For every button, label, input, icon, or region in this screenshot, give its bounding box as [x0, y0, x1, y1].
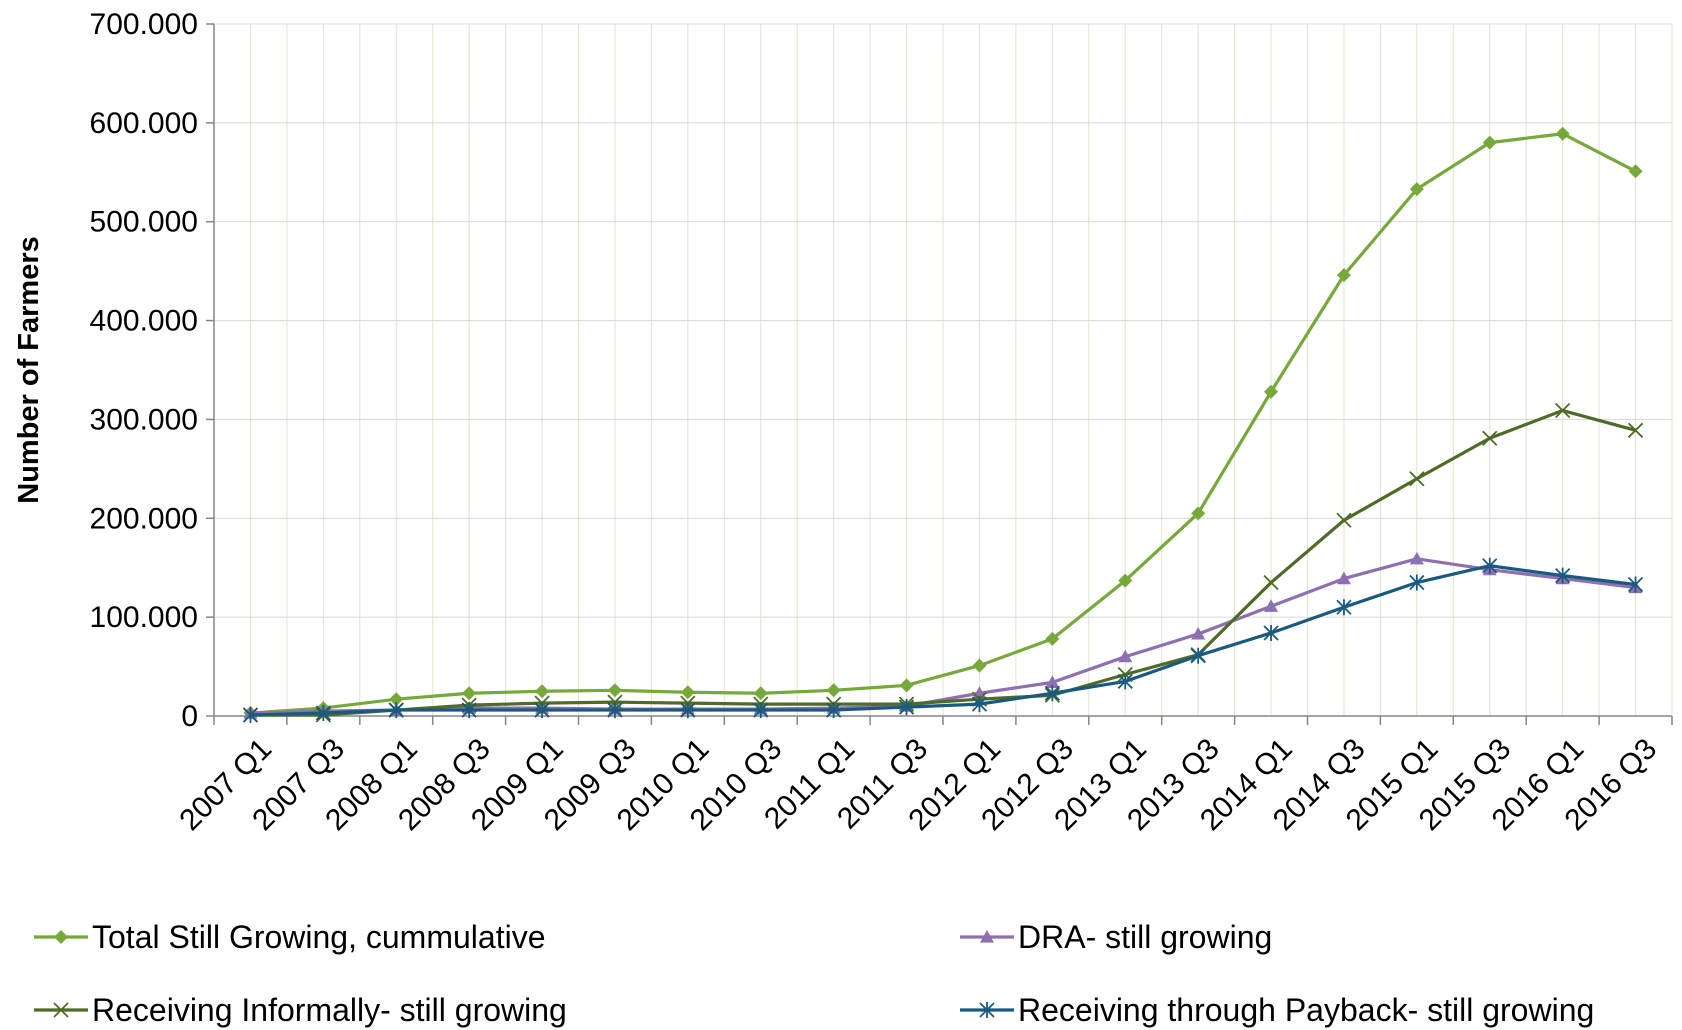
legend-item: Receiving Informally- still growing	[34, 992, 567, 1028]
legend-marker	[980, 930, 994, 943]
legend-marker	[54, 930, 68, 944]
data-point	[1118, 649, 1133, 663]
y-tick-label: 700.000	[90, 8, 198, 41]
legend-item: Total Still Growing, cummulative	[34, 919, 545, 955]
legend-marker	[53, 1002, 69, 1018]
data-point	[1409, 574, 1425, 591]
legend-label: Total Still Growing, cummulative	[92, 919, 545, 955]
series-line	[250, 557, 1636, 715]
legend: Total Still Growing, cummulative DRA- sti…	[34, 919, 1594, 1028]
series-1	[243, 126, 1643, 721]
data-point	[1264, 384, 1279, 399]
data-point	[1045, 675, 1060, 688]
data-point	[826, 683, 841, 698]
data-point	[680, 685, 695, 700]
y-tick-label: 500.000	[90, 206, 198, 239]
data-point	[753, 702, 769, 719]
data-point	[826, 702, 842, 719]
y-axis-title: Number of Farmers	[13, 236, 45, 504]
gridlines	[213, 23, 1673, 717]
data-point	[1191, 626, 1206, 640]
series-lines	[242, 126, 1644, 724]
legend-label: Receiving through Payback- still growing	[1018, 992, 1594, 1028]
data-point	[972, 658, 987, 673]
data-point	[1336, 512, 1352, 528]
data-point	[1409, 182, 1424, 197]
data-point	[1336, 268, 1351, 283]
legend-marker	[979, 1002, 995, 1018]
data-point	[535, 684, 550, 699]
data-point	[389, 692, 404, 707]
data-point	[1263, 574, 1279, 591]
data-point	[1627, 576, 1644, 593]
data-point	[461, 702, 477, 719]
data-point	[1263, 624, 1279, 641]
y-tick-label: 300.000	[90, 403, 198, 436]
data-point	[1117, 673, 1133, 690]
data-point	[1627, 422, 1644, 438]
axes	[206, 23, 1673, 725]
data-point	[1555, 567, 1571, 584]
series-line	[250, 564, 1636, 717]
legend-item: Receiving through Payback- still growing	[960, 992, 1594, 1028]
data-point	[971, 696, 988, 713]
data-point	[607, 683, 622, 698]
y-tick-label: 600.000	[90, 107, 198, 140]
data-point	[1409, 551, 1424, 565]
data-point	[1336, 571, 1351, 585]
data-point	[1482, 135, 1497, 150]
data-point	[899, 678, 914, 693]
legend-label: DRA- still growing	[1018, 919, 1272, 955]
data-point	[1482, 557, 1498, 574]
data-point	[1045, 631, 1060, 646]
y-tick-label: 0	[181, 700, 198, 733]
legend-item: DRA- still growing	[960, 919, 1272, 955]
data-point	[1044, 685, 1060, 702]
y-axis-tick-labels: 0 100.000 200.000 300.000 400.000 500.000 600.…	[90, 8, 198, 733]
y-tick-label: 200.000	[90, 502, 198, 535]
series-line	[250, 132, 1637, 715]
y-tick-label: 100.000	[90, 601, 198, 634]
data-point	[1264, 599, 1279, 612]
y-tick-label: 400.000	[90, 305, 198, 338]
data-point	[607, 702, 623, 719]
data-point	[1190, 647, 1206, 664]
data-point	[462, 686, 477, 701]
data-point	[534, 702, 550, 719]
legend-label: Receiving Informally- still growing	[92, 992, 567, 1028]
data-point	[753, 686, 768, 701]
data-point	[315, 705, 331, 722]
data-point	[680, 702, 696, 719]
data-point	[898, 699, 915, 716]
data-point	[1409, 471, 1425, 487]
data-point	[1555, 402, 1571, 419]
series-line	[250, 408, 1636, 717]
series-4	[242, 557, 1644, 724]
data-point	[1555, 126, 1570, 141]
data-point	[242, 707, 259, 724]
data-point	[1482, 430, 1498, 446]
data-point	[388, 702, 404, 719]
data-point	[1191, 506, 1206, 521]
data-point	[1628, 164, 1643, 179]
data-point	[1118, 573, 1133, 588]
data-point	[1336, 599, 1352, 616]
